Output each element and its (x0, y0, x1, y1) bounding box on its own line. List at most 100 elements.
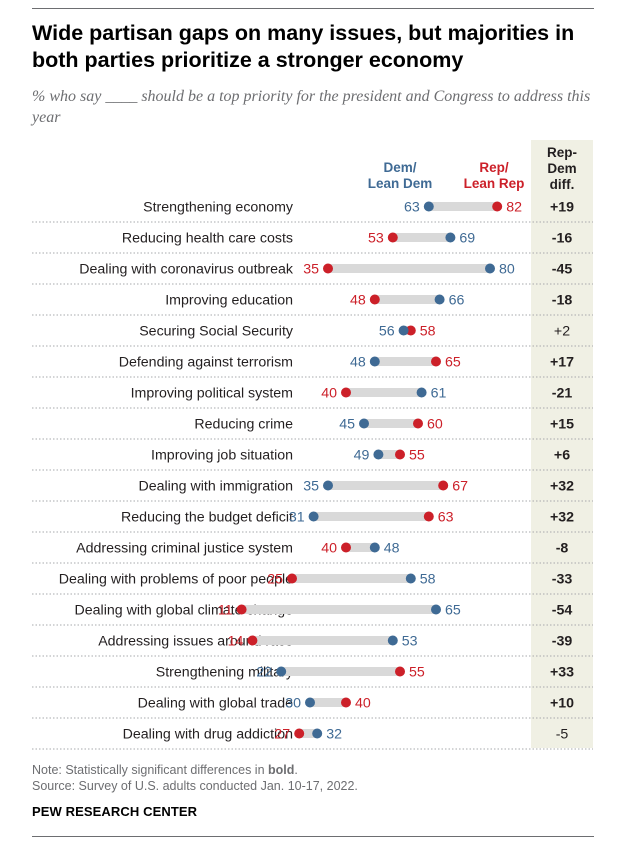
row-label: Addressing issues around race (98, 634, 293, 650)
brand-logo-text: PEW RESEARCH CENTER (32, 804, 198, 819)
diff-column-background (531, 140, 593, 748)
rep-dot (492, 201, 503, 212)
row-label: Strengthening military (156, 665, 294, 681)
rep-dot (236, 604, 247, 615)
rep-dot (369, 294, 380, 305)
rep-dot (341, 697, 351, 708)
dem-dot (398, 325, 409, 336)
diff-value: +2 (554, 324, 570, 340)
dem-value-label: 80 (499, 262, 515, 278)
rep-value-label: 55 (409, 665, 425, 681)
dem-value-label: 30 (285, 696, 301, 712)
dem-dot (305, 697, 315, 708)
dem-dot (485, 263, 495, 274)
dem-value-label: 32 (326, 727, 342, 743)
row-label: Defending against terrorism (119, 355, 293, 371)
legend-dem: Dem/ Lean Dem (360, 160, 440, 192)
rep-dot (341, 542, 351, 553)
rep-value-label: 67 (452, 479, 468, 495)
row-label: Addressing criminal justice system (76, 541, 293, 557)
dem-dot (387, 635, 398, 646)
legend-dem-line1: Dem/ (383, 160, 417, 175)
rep-dot (287, 573, 297, 584)
rep-value-label: 82 (506, 200, 522, 216)
diff-value: -54 (552, 603, 573, 619)
bottom-rule (32, 836, 594, 837)
rep-dot (405, 325, 416, 336)
dem-value-label: 35 (303, 479, 319, 495)
dem-dot (373, 449, 384, 460)
rep-value-label: 55 (409, 448, 425, 464)
row-label: Dealing with problems of poor people (59, 572, 293, 588)
row-label: Dealing with coronavirus outbreak (79, 262, 294, 278)
dem-value-label: 49 (354, 448, 370, 464)
legend-rep-line1: Rep/ (479, 160, 509, 175)
diff-value: +32 (550, 510, 574, 526)
dem-value-label: 58 (420, 572, 436, 588)
diff-header-line3: diff. (549, 177, 575, 192)
diff-header-line1: Rep- (547, 145, 577, 160)
row-label: Dealing with drug addiction (123, 727, 293, 743)
chart-subtitle: % who say ____ should be a top priority … (32, 88, 591, 126)
rep-value-label: 27 (274, 727, 290, 743)
dem-value-label: 31 (289, 510, 305, 526)
row-label: Reducing health care costs (122, 231, 293, 247)
dem-dot (405, 573, 416, 584)
rep-value-label: 40 (321, 386, 337, 402)
diff-value: -5 (556, 727, 569, 743)
diff-value: +15 (550, 417, 574, 433)
dem-dot (359, 418, 369, 429)
diff-value: +32 (550, 479, 574, 495)
rep-dot (323, 263, 333, 274)
rep-value-label: 58 (420, 324, 436, 340)
dem-value-label: 66 (449, 293, 465, 309)
rep-value-label: 65 (445, 355, 461, 371)
rep-value-label: 11 (218, 603, 233, 619)
diff-value: -16 (552, 231, 573, 247)
rep-value-label: 25 (267, 572, 283, 588)
rep-value-label: 40 (355, 696, 371, 712)
rep-dot (423, 511, 434, 522)
rep-dot (438, 480, 449, 491)
rep-dot (395, 449, 405, 460)
rep-dot (395, 666, 405, 677)
diff-value: +33 (550, 665, 574, 681)
rep-dot (341, 387, 351, 398)
row-label: Dealing with global trade (138, 696, 293, 712)
legend-dem-line2: Lean Dem (367, 176, 433, 191)
top-rule (32, 8, 594, 9)
dem-dot (369, 356, 380, 367)
dem-value-label: 69 (459, 231, 475, 247)
dem-dot (416, 387, 427, 398)
legend-rep-line2: Lean Rep (463, 176, 525, 191)
diff-header-line2: Dem (547, 161, 577, 176)
source: Source: Survey of U.S. adults conducted … (32, 779, 358, 793)
dem-value-label: 65 (445, 603, 461, 619)
diff-value: +10 (550, 696, 574, 712)
row-label: Dealing with immigration (138, 479, 293, 495)
dem-dot (445, 232, 456, 243)
rep-dot (294, 728, 305, 739)
dem-value-label: 61 (431, 386, 447, 402)
row-label: Securing Social Security (139, 324, 294, 340)
rep-value-label: 63 (438, 510, 454, 526)
diff-value: -8 (556, 541, 569, 557)
rep-value-label: 60 (427, 417, 443, 433)
note: Note: Statistically significant differen… (32, 762, 592, 778)
dem-dot (276, 666, 287, 677)
diff-value: -39 (552, 634, 573, 650)
dem-value-label: 53 (402, 634, 418, 650)
row-label: Improving political system (131, 386, 293, 402)
dem-value-label: 22 (256, 665, 272, 681)
rep-value-label: 53 (368, 231, 384, 247)
dem-dot (312, 728, 323, 739)
rep-dot (387, 232, 398, 243)
diff-value: +19 (550, 200, 574, 216)
diff-value: -45 (552, 262, 573, 278)
rep-value-label: 48 (350, 293, 366, 309)
dem-dot (434, 294, 445, 305)
chart-title: Wide partisan gaps on many issues, but m… (32, 21, 575, 72)
row-label: Improving job situation (151, 448, 293, 464)
dem-dot (423, 201, 434, 212)
note-bold: bold (268, 763, 295, 777)
